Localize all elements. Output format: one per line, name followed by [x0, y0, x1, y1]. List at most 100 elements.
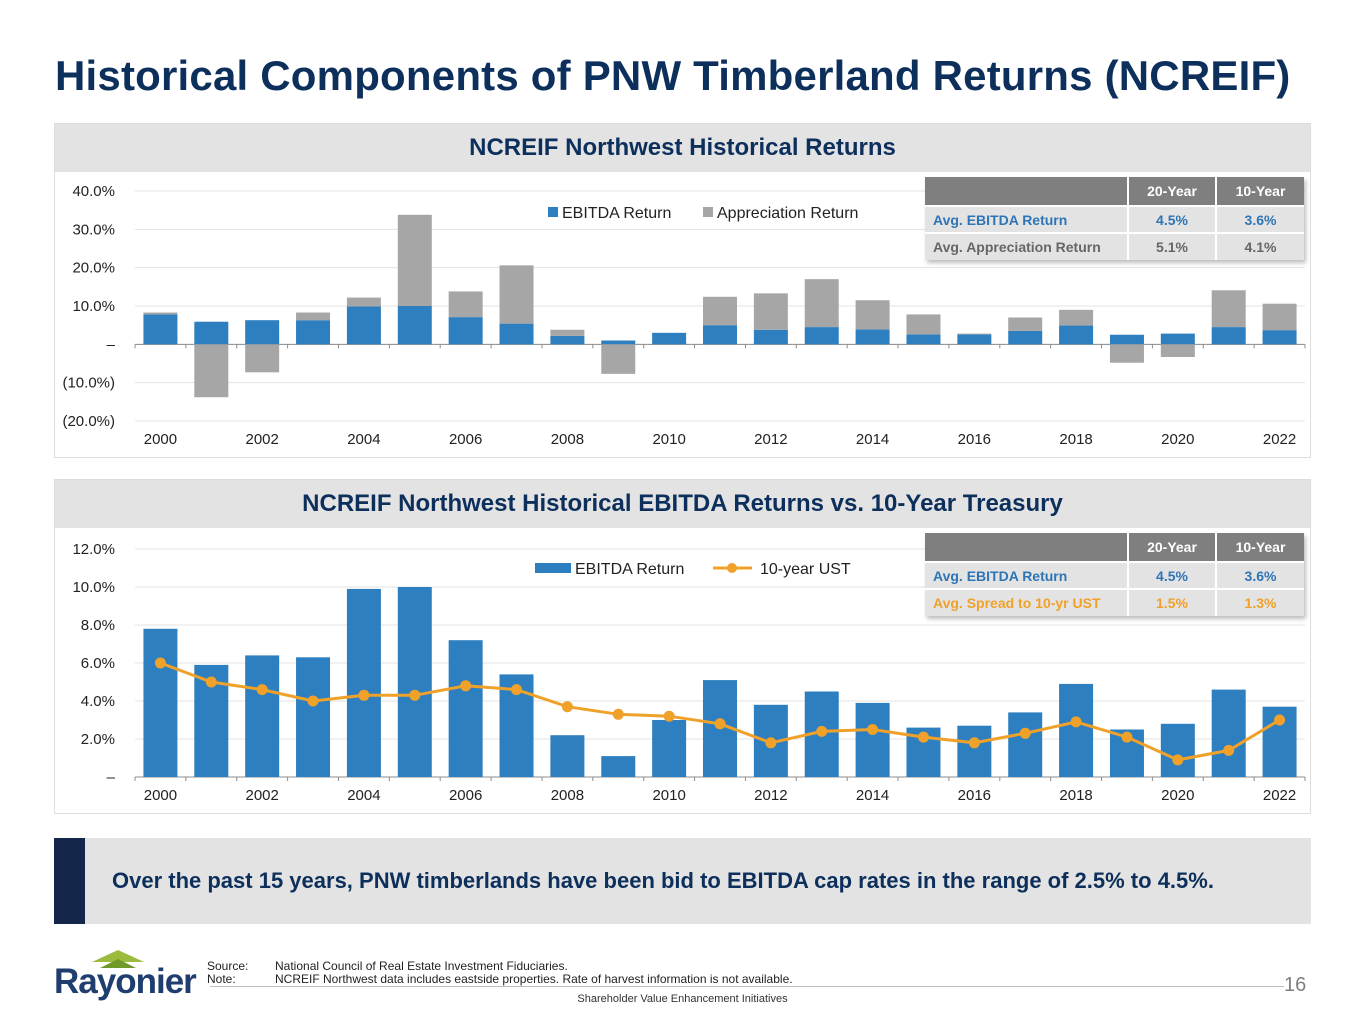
ebitda-bar [601, 756, 636, 777]
x-tick-label: 2002 [245, 787, 278, 804]
col-20-year: 20-Year [1127, 177, 1216, 206]
appreciation-bar [143, 312, 178, 315]
ebitda-bar [1059, 325, 1094, 345]
legend-label-ebitda: EBITDA Return [575, 561, 684, 578]
page-title: Historical Components of PNW Timberland … [55, 52, 1291, 99]
logo-wordmark: Rayonier [54, 962, 197, 1001]
ebitda-bar [1109, 334, 1144, 345]
ust-point [256, 684, 268, 696]
ust-point [765, 737, 777, 749]
legend-swatch-ebitda [548, 207, 558, 217]
appreciation-bar [703, 296, 737, 326]
ust-point [867, 724, 879, 735]
value-10-year: 3.6% [1215, 561, 1304, 589]
ebitda-vs-treasury-chart: 12.0% 10.0% 8.0% 6.0% 4.0% 2.0% – 2000 2002 2004 2… [72, 541, 1306, 804]
ebitda-bar [753, 329, 788, 345]
ust-point [205, 676, 217, 688]
x-tick-label: 2012 [754, 787, 787, 804]
ebitda-bar [601, 340, 636, 345]
ebitda-bar [194, 321, 229, 345]
ebitda-bar [245, 320, 280, 345]
ebitda-bar [804, 327, 839, 345]
historical-returns-panel: NCREIF Northwest Historical Returns 40.0… [54, 123, 1311, 458]
ebitda-bar [703, 325, 737, 345]
appreciation-bar [855, 300, 890, 330]
appreciation-bar [194, 344, 229, 398]
ust-point [154, 657, 166, 669]
y-tick-label: 6.0% [81, 655, 115, 672]
ust-point [968, 737, 980, 749]
ust-point [1070, 716, 1082, 728]
y-tick-label: 20.0% [72, 260, 115, 277]
ebitda-bar [499, 323, 534, 345]
ebitda-bar [296, 320, 331, 345]
ebitda-bar [906, 334, 941, 345]
ebitda-bar [1211, 327, 1246, 345]
x-tick-label: 2016 [958, 787, 991, 804]
ust-point [917, 731, 929, 743]
x-tick-label: 2016 [958, 431, 991, 448]
x-tick-label: 2000 [144, 787, 177, 804]
rayonier-logo: Rayonier [54, 948, 197, 1004]
ust-point [511, 684, 523, 696]
ebitda-bar [652, 720, 687, 777]
y-tick-label: 8.0% [81, 617, 115, 634]
appreciation-bar [499, 265, 534, 324]
table-row: Avg. Spread to 10-yr UST 1.5% 1.3% [925, 588, 1304, 616]
appreciation-bar [550, 329, 585, 336]
ust-point [1019, 727, 1031, 739]
value-20-year: 5.1% [1127, 232, 1216, 260]
x-tick-label: 2004 [347, 787, 380, 804]
ebitda-bar [957, 334, 992, 345]
x-tick-label: 2020 [1161, 431, 1194, 448]
ust-point [1121, 731, 1133, 743]
y-tick-label: 40.0% [72, 183, 115, 200]
ust-point [816, 725, 828, 737]
row-label: Avg. EBITDA Return [925, 205, 1128, 233]
appreciation-bar [1008, 317, 1043, 331]
callout-text: Over the past 15 years, PNW timberlands … [112, 868, 1214, 893]
ebitda-bar [1008, 330, 1043, 345]
appreciation-bar [245, 344, 280, 373]
ust-point [1223, 744, 1235, 756]
x-tick-label: 2022 [1263, 431, 1296, 448]
note-text: NCREIF Northwest data includes eastside … [275, 972, 793, 986]
ebitda-bar [1160, 333, 1195, 345]
ust-point [460, 680, 472, 692]
table-corner [925, 533, 1128, 562]
row-label: Avg. Spread to 10-yr UST [925, 588, 1128, 616]
y-tick-label: – [107, 336, 116, 353]
row-label: Avg. EBITDA Return [925, 561, 1128, 589]
footer-caption: Shareholder Value Enhancement Initiative… [577, 993, 788, 1005]
x-tick-label: 2022 [1263, 787, 1296, 804]
x-tick-label: 2008 [551, 431, 584, 448]
ebitda-bar [346, 306, 381, 345]
appreciation-bar [1109, 344, 1144, 363]
x-tick-label: 2004 [347, 431, 380, 448]
ebitda-bar [957, 725, 992, 777]
appreciation-bar [1059, 309, 1094, 326]
legend-marker-ust [727, 563, 737, 573]
ebitda-bar [143, 314, 178, 345]
table-row: Avg. EBITDA Return 4.5% 3.6% [925, 205, 1304, 233]
legend-label-ebitda: EBITDA Return [562, 205, 671, 222]
ebitda-bar [550, 735, 585, 777]
row-label: Avg. Appreciation Return [925, 232, 1128, 260]
source-notes: Source: National Council of Real Estate … [207, 960, 793, 986]
appreciation-bar [397, 214, 432, 306]
y-tick-label: 2.0% [81, 731, 115, 748]
tree-mountain-icon [92, 950, 144, 968]
panel1-title: NCREIF Northwest Historical Returns [55, 124, 1310, 172]
page-number: 16 [1284, 974, 1307, 996]
appreciation-bar [1262, 303, 1297, 331]
y-tick-label: 4.0% [81, 693, 115, 710]
col-10-year: 10-Year [1215, 533, 1304, 562]
panel2-title: NCREIF Northwest Historical EBITDA Retur… [55, 480, 1310, 528]
appreciation-bar [601, 344, 636, 374]
value-10-year: 1.3% [1215, 588, 1304, 616]
historical-returns-chart: 40.0% 30.0% 20.0% 10.0% – (10.0%) (20.0%) 2000 2… [62, 183, 1306, 448]
ebitda-bar [448, 640, 483, 777]
x-tick-label: 2010 [652, 787, 685, 804]
key-takeaway-callout: Over the past 15 years, PNW timberlands … [54, 838, 1311, 924]
y-tick-label: 10.0% [72, 298, 115, 315]
